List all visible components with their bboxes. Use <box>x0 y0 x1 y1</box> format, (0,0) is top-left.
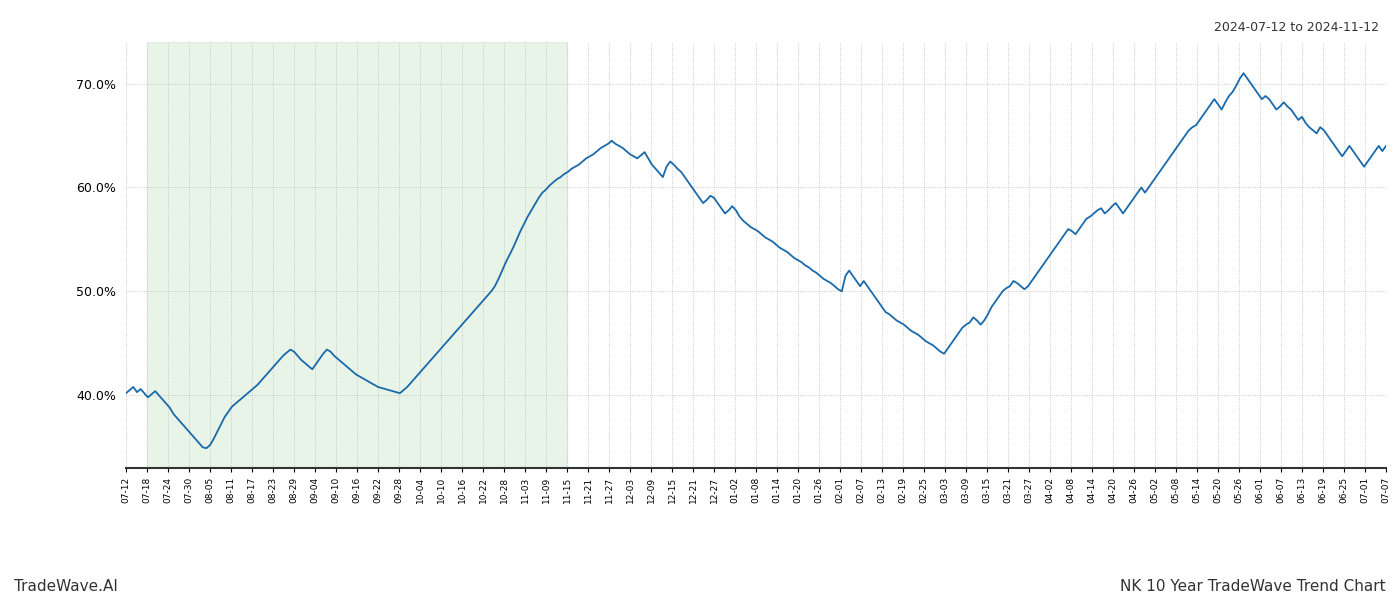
Text: 2024-07-12 to 2024-11-12: 2024-07-12 to 2024-11-12 <box>1214 21 1379 34</box>
Text: NK 10 Year TradeWave Trend Chart: NK 10 Year TradeWave Trend Chart <box>1120 579 1386 594</box>
Text: TradeWave.AI: TradeWave.AI <box>14 579 118 594</box>
Bar <box>147 42 567 468</box>
